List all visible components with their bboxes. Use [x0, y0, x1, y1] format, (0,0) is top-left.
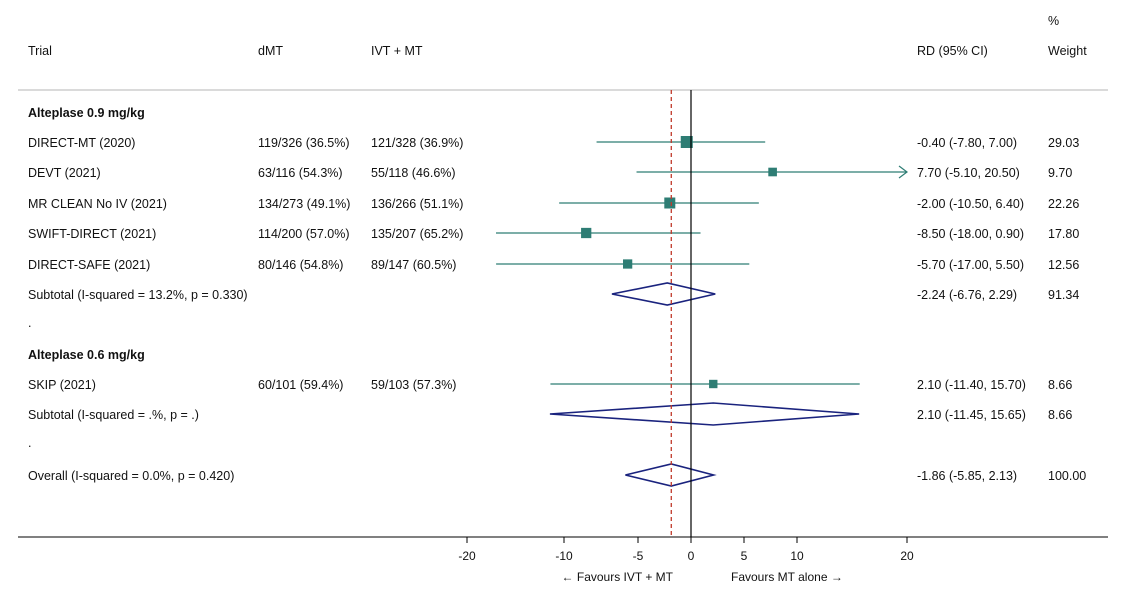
header-weight-percent: % [1048, 14, 1059, 28]
x-tick-label: 20 [900, 549, 914, 563]
weight-value: 29.03 [1048, 136, 1079, 150]
favours-left-label: ← Favours IVT + MT [562, 570, 674, 584]
overall-diamond [625, 463, 717, 487]
x-tick-label: -10 [555, 549, 573, 563]
ivt-mt-count: 59/103 (57.3%) [371, 378, 456, 392]
ivt-mt-count: 121/328 (36.9%) [371, 136, 463, 150]
rd-ci-value: -2.24 (-6.76, 2.29) [917, 288, 1017, 302]
point-estimate [680, 136, 693, 148]
ivt-mt-count: 136/266 (51.1%) [371, 197, 463, 211]
weight-value: 8.66 [1048, 378, 1072, 392]
ci-arrow [898, 165, 908, 179]
trial-name: DIRECT-SAFE (2021) [28, 258, 150, 272]
dmt-count: 80/146 (54.8%) [258, 258, 343, 272]
trial-name: MR CLEAN No IV (2021) [28, 197, 167, 211]
point-estimate [664, 197, 676, 209]
x-tick-label: -5 [633, 549, 644, 563]
dmt-count: 63/116 (54.3%) [258, 166, 343, 180]
rd-ci-value: 2.10 (-11.40, 15.70) [917, 378, 1026, 392]
ivt-mt-count: 135/207 (65.2%) [371, 227, 463, 241]
subtotal-diamond [549, 402, 860, 426]
x-tick-label: 5 [741, 549, 748, 563]
table-header: Trial dMT IVT + MT RD (95% CI) % Weight [28, 14, 1087, 58]
dmt-count: 119/326 (36.5%) [258, 136, 350, 150]
weight-value: 9.70 [1048, 166, 1072, 180]
point-estimate [581, 227, 592, 239]
weight-value: 12.56 [1048, 258, 1079, 272]
trial-name: SKIP (2021) [28, 378, 96, 392]
header-ivt-mt: IVT + MT [371, 44, 423, 58]
rd-ci-value: 7.70 (-5.10, 20.50) [917, 166, 1020, 180]
rd-ci-value: -8.50 (-18.00, 0.90) [917, 227, 1024, 241]
weight-value: 17.80 [1048, 227, 1079, 241]
overall-label: Overall (I-squared = 0.0%, p = 0.420) [28, 469, 234, 483]
spacer-dot: . [28, 436, 31, 450]
trial-name: DIRECT-MT (2020) [28, 136, 135, 150]
ivt-mt-count: 89/147 (60.5%) [371, 258, 456, 272]
ivt-mt-count: 55/118 (46.6%) [371, 166, 456, 180]
x-tick-label: -20 [458, 549, 476, 563]
spacer-dot: . [28, 316, 31, 330]
point-estimate [623, 259, 633, 269]
plot-marks [496, 90, 908, 537]
weight-value: 100.00 [1048, 469, 1086, 483]
header-weight: Weight [1048, 44, 1087, 58]
group-label: Alteplase 0.6 mg/kg [28, 348, 145, 362]
subtotal-label: Subtotal (I-squared = 13.2%, p = 0.330) [28, 288, 248, 302]
rd-ci-value: -5.70 (-17.00, 5.50) [917, 258, 1024, 272]
point-estimate [768, 167, 777, 177]
x-tick-label: 10 [790, 549, 804, 563]
rd-ci-value: 2.10 (-11.45, 15.65) [917, 408, 1026, 422]
dmt-count: 134/273 (49.1%) [258, 197, 350, 211]
point-estimate [709, 379, 718, 389]
trial-name: SWIFT-DIRECT (2021) [28, 227, 156, 241]
trial-name: DEVT (2021) [28, 166, 101, 180]
header-rd-ci: RD (95% CI) [917, 44, 988, 58]
rd-ci-value: -1.86 (-5.85, 2.13) [917, 469, 1017, 483]
favours-right-label: Favours MT alone → [731, 570, 843, 584]
header-trial: Trial [28, 44, 52, 58]
header-dmt: dMT [258, 44, 283, 58]
weight-value: 8.66 [1048, 408, 1072, 422]
group-label: Alteplase 0.9 mg/kg [28, 106, 145, 120]
table-rows: Alteplase 0.9 mg/kg DIRECT-MT (2020) 119/3… [28, 106, 1086, 483]
weight-value: 22.26 [1048, 197, 1079, 211]
dmt-count: 60/101 (59.4%) [258, 378, 343, 392]
rd-ci-value: -2.00 (-10.50, 6.40) [917, 197, 1024, 211]
dmt-count: 114/200 (57.0%) [258, 227, 350, 241]
subtotal-diamond [611, 282, 716, 306]
subtotal-label: Subtotal (I-squared = .%, p = .) [28, 408, 199, 422]
rd-ci-value: -0.40 (-7.80, 7.00) [917, 136, 1017, 150]
weight-value: 91.34 [1048, 288, 1079, 302]
x-tick-label: 0 [688, 549, 695, 563]
x-axis-ticks: -20 -10 -5 0 5 10 20 [458, 537, 914, 563]
